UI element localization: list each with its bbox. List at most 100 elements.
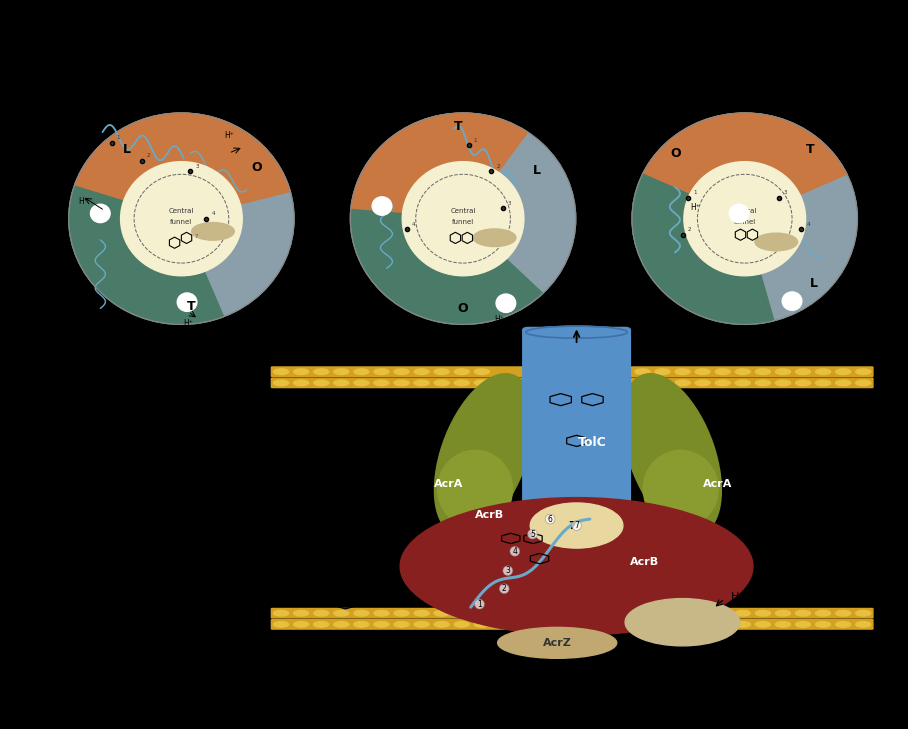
Circle shape bbox=[729, 204, 749, 222]
Ellipse shape bbox=[635, 610, 650, 616]
Ellipse shape bbox=[474, 369, 489, 375]
Ellipse shape bbox=[400, 498, 753, 635]
FancyBboxPatch shape bbox=[271, 620, 873, 629]
Text: TolC: TolC bbox=[578, 436, 607, 449]
Ellipse shape bbox=[815, 622, 831, 627]
FancyBboxPatch shape bbox=[271, 367, 873, 376]
Ellipse shape bbox=[775, 369, 791, 375]
Ellipse shape bbox=[735, 622, 750, 627]
Ellipse shape bbox=[293, 380, 309, 386]
Ellipse shape bbox=[615, 622, 630, 627]
Ellipse shape bbox=[716, 369, 730, 375]
Text: 4: 4 bbox=[412, 222, 415, 227]
Text: L: L bbox=[123, 143, 131, 156]
Ellipse shape bbox=[696, 610, 710, 616]
Ellipse shape bbox=[735, 380, 750, 386]
Ellipse shape bbox=[855, 369, 871, 375]
Text: IM: IM bbox=[797, 596, 814, 609]
Ellipse shape bbox=[735, 369, 750, 375]
Ellipse shape bbox=[835, 610, 851, 616]
Text: 3: 3 bbox=[506, 566, 510, 575]
Ellipse shape bbox=[454, 610, 469, 616]
Text: AcrA: AcrA bbox=[434, 479, 463, 489]
Text: H⁺: H⁺ bbox=[806, 319, 816, 329]
Ellipse shape bbox=[655, 622, 670, 627]
Ellipse shape bbox=[273, 380, 289, 386]
Text: H⁺: H⁺ bbox=[691, 203, 701, 212]
Circle shape bbox=[684, 162, 805, 276]
Text: Medium: Medium bbox=[272, 340, 334, 354]
Ellipse shape bbox=[273, 610, 289, 616]
FancyBboxPatch shape bbox=[271, 378, 873, 388]
Ellipse shape bbox=[394, 380, 409, 386]
Ellipse shape bbox=[414, 369, 429, 375]
Text: O: O bbox=[458, 302, 468, 315]
FancyBboxPatch shape bbox=[271, 609, 873, 618]
Ellipse shape bbox=[795, 610, 811, 616]
Ellipse shape bbox=[655, 610, 670, 616]
Ellipse shape bbox=[334, 622, 349, 627]
Text: 2: 2 bbox=[147, 153, 151, 158]
Text: 7: 7 bbox=[194, 234, 198, 239]
Ellipse shape bbox=[526, 326, 627, 338]
Ellipse shape bbox=[192, 222, 234, 240]
Ellipse shape bbox=[334, 380, 349, 386]
Wedge shape bbox=[632, 174, 774, 324]
Text: 7: 7 bbox=[568, 521, 576, 531]
Text: funnel: funnel bbox=[734, 219, 755, 225]
Ellipse shape bbox=[434, 374, 534, 536]
Ellipse shape bbox=[675, 610, 690, 616]
Ellipse shape bbox=[855, 380, 871, 386]
Ellipse shape bbox=[374, 369, 389, 375]
Circle shape bbox=[372, 197, 391, 215]
Ellipse shape bbox=[635, 380, 650, 386]
Ellipse shape bbox=[314, 622, 329, 627]
Ellipse shape bbox=[855, 622, 871, 627]
Wedge shape bbox=[350, 113, 528, 219]
Ellipse shape bbox=[696, 380, 710, 386]
Text: H⁺: H⁺ bbox=[506, 104, 516, 113]
Ellipse shape bbox=[835, 369, 851, 375]
Ellipse shape bbox=[293, 622, 309, 627]
Text: AcrZ: AcrZ bbox=[543, 638, 572, 648]
Circle shape bbox=[121, 162, 242, 276]
Ellipse shape bbox=[273, 622, 289, 627]
Text: funnel: funnel bbox=[171, 219, 192, 225]
Text: L: L bbox=[810, 277, 818, 290]
Ellipse shape bbox=[414, 610, 429, 616]
Ellipse shape bbox=[696, 369, 710, 375]
Text: H⁺: H⁺ bbox=[319, 154, 329, 163]
Ellipse shape bbox=[374, 380, 389, 386]
Ellipse shape bbox=[835, 380, 851, 386]
Ellipse shape bbox=[434, 380, 449, 386]
Ellipse shape bbox=[454, 622, 469, 627]
Ellipse shape bbox=[354, 369, 369, 375]
Ellipse shape bbox=[595, 622, 610, 627]
Ellipse shape bbox=[716, 610, 730, 616]
Text: H⁺: H⁺ bbox=[860, 262, 870, 271]
Ellipse shape bbox=[394, 622, 409, 627]
Ellipse shape bbox=[354, 610, 369, 616]
Ellipse shape bbox=[635, 369, 650, 375]
Text: 3: 3 bbox=[508, 201, 511, 206]
Text: Central: Central bbox=[450, 208, 476, 214]
Ellipse shape bbox=[615, 610, 630, 616]
Text: 5: 5 bbox=[530, 530, 535, 539]
Ellipse shape bbox=[498, 628, 617, 658]
Ellipse shape bbox=[855, 610, 871, 616]
Ellipse shape bbox=[643, 451, 718, 528]
Text: Cytoplasm: Cytoplasm bbox=[272, 641, 354, 655]
Ellipse shape bbox=[815, 369, 831, 375]
Text: OM: OM bbox=[797, 353, 820, 366]
Text: 4: 4 bbox=[512, 547, 518, 555]
Ellipse shape bbox=[815, 610, 831, 616]
Wedge shape bbox=[643, 113, 847, 219]
Ellipse shape bbox=[655, 380, 670, 386]
Text: 1: 1 bbox=[478, 600, 482, 609]
Ellipse shape bbox=[795, 380, 811, 386]
Ellipse shape bbox=[615, 369, 630, 375]
Text: T: T bbox=[187, 300, 196, 313]
Ellipse shape bbox=[530, 503, 623, 548]
Text: T: T bbox=[454, 120, 463, 133]
Ellipse shape bbox=[474, 380, 489, 386]
